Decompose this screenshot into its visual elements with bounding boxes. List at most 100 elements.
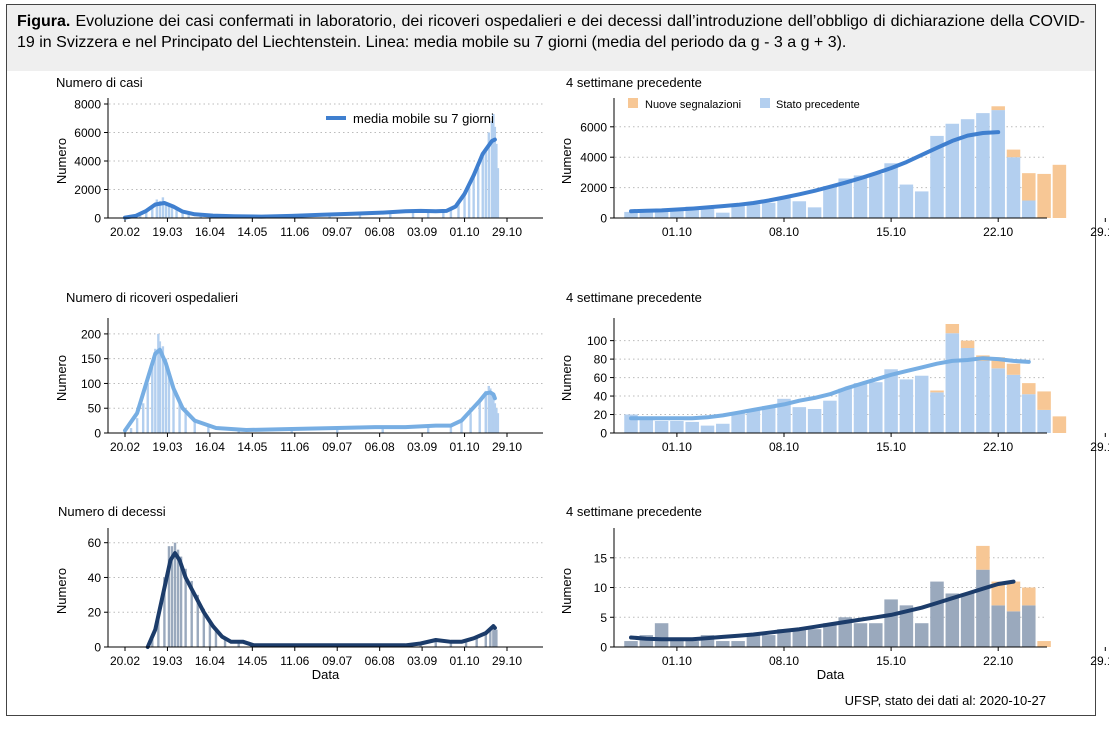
moving-average-line [123,137,497,220]
bar-daily [155,199,159,218]
chart-cases-4w: 4 settimane precedente Numero 0 2000 4000 600… [559,75,1109,239]
bar-stato-precedente [807,629,822,647]
x-tick-label: 09.07 [322,225,352,239]
y-tick-label: 6000 [580,120,607,134]
y-tick-label: 0 [94,212,101,226]
bar-daily [358,213,362,218]
bar-stato-precedente [869,382,883,433]
bar-stato-precedente [884,163,898,218]
bar-daily [464,640,468,647]
bar-daily [164,202,168,218]
bar-daily [157,612,160,647]
bar-nuove-segnalazioni [1006,363,1021,375]
bar-daily [184,413,187,433]
bar-stato-precedente [945,593,960,647]
y-tick-label: 10 [594,581,608,595]
x-tick-label: 19.03 [152,225,182,239]
bar-stato-precedente [639,420,654,433]
chart-title: Numero di decessi [58,504,166,519]
y-tick-label: 4000 [580,151,607,165]
bar-daily [193,420,196,433]
bar-stato-precedente [976,360,990,433]
y-tick-label: 150 [81,352,101,366]
y-tick-label: 5 [600,611,607,625]
bar-stato-precedente [991,605,1005,647]
x-tick-label: 14.05 [237,440,267,454]
bar-stato-precedente [1022,394,1036,433]
bar-stato-precedente [960,119,975,218]
x-tick-label: 01.10 [450,225,480,239]
x-tick-label: 22.10 [983,440,1013,454]
bar-daily [202,608,206,647]
bar-daily [145,212,148,218]
x-tick-label: 29.10 [492,225,522,239]
x-tick-label: 14.05 [237,225,267,239]
bar-stato-precedente [792,201,807,218]
y-tick-label: 80 [594,353,608,367]
y-tick-label: 2000 [580,181,607,195]
bar-nuove-segnalazioni [930,390,944,393]
bar-daily [129,428,133,433]
bar-daily [460,420,463,433]
bar-daily [389,212,392,218]
bar-stato-precedente [654,420,669,433]
bar-daily [163,577,166,647]
legend-label: media mobile su 7 giorni [353,111,494,126]
bar-daily [172,388,175,433]
bar-daily [141,403,145,433]
bar-stato-precedente [869,623,883,647]
y-tick-label: 0 [600,427,607,441]
bar-daily [489,627,492,647]
bar-stato-precedente [807,408,822,433]
bar-daily [135,418,139,433]
bar-stato-precedente [960,348,975,433]
bar-stato-precedente [1006,157,1021,218]
bar-stato-precedente [700,425,715,433]
bar-stato-precedente [838,617,852,647]
bar-stato-precedente [884,369,898,433]
x-tick-label: 29.10 [492,440,522,454]
x-tick-label: 22.10 [983,654,1013,668]
bar-stato-precedente [716,641,730,647]
moving-average-line [145,551,497,649]
bar-stato-precedente [731,412,745,433]
bar-stato-precedente [700,635,715,647]
x-tick-label: 22.10 [983,225,1013,239]
chart-hosp-4w: 4 settimane precedente Numero 0 20 40 60 80 100… [559,290,1109,454]
bar-daily [469,413,472,433]
moving-average-line [123,347,497,433]
bar-stato-precedente [853,175,868,218]
caption-label: Figura. [17,13,71,30]
x-tick-label: 03.09 [407,225,437,239]
bar-daily [170,207,174,218]
bar-daily [472,173,475,218]
bar-stato-precedente [899,605,914,647]
bar-stato-precedente [700,208,715,218]
bar-daily [190,580,193,647]
y-axis-label: Numero [559,568,574,614]
y-tick-label: 0 [600,212,607,226]
bar-stato-precedente [731,205,745,218]
bar-stato-precedente [884,599,898,647]
bar-stato-precedente [853,623,868,647]
x-tick-label: 03.09 [407,654,437,668]
bar-daily [492,624,495,647]
bar-stato-precedente [823,400,837,433]
legend-label-stato: Stato precedente [776,99,860,111]
chart-title: Numero di ricoveri ospedalieri [66,290,238,305]
figure-caption: Figura. Evoluzione dei casi confermati i… [7,5,1095,71]
bar-daily [176,549,180,647]
bar-stato-precedente [716,212,730,218]
legend-swatch-nuove [628,98,638,108]
x-tick-label: 16.04 [195,440,225,454]
bar-stato-precedente [823,186,837,218]
x-tick-label: 06.08 [365,440,395,454]
bar-daily [167,546,171,647]
x-tick-label: 01.10 [450,440,480,454]
y-tick-label: 6000 [74,126,101,140]
legend-label-nuove: Nuove segnalazioni [645,99,741,111]
bar-stato-precedente [976,569,990,647]
y-tick-label: 0 [600,641,607,655]
bar-daily [484,631,487,647]
bar-stato-precedente [1037,409,1051,433]
